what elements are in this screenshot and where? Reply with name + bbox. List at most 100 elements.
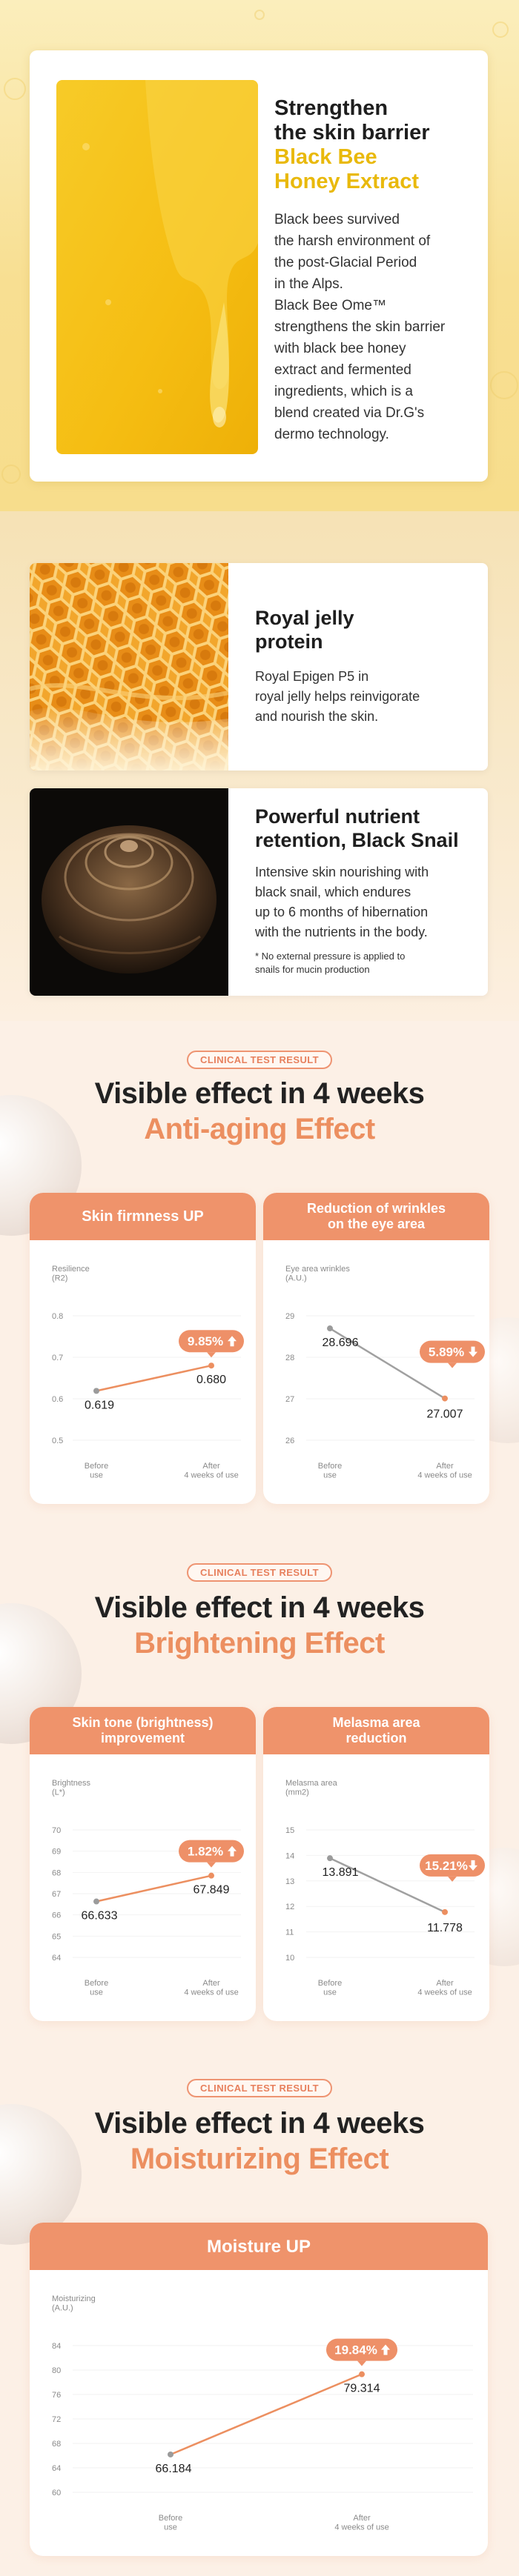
data-label: 13.891	[323, 1866, 359, 1879]
clinical-badge: CLINICAL TEST RESULT	[187, 2079, 332, 2097]
change-pill-pointer	[357, 2360, 366, 2366]
data-point-before	[168, 2451, 173, 2457]
y-axis-label: Moisturizing (A.U.)	[52, 2294, 96, 2313]
y-tick-label: 26	[285, 1437, 294, 1445]
ingredients-section: Royal jelly protein Royal Epigen P5 in r…	[0, 511, 519, 1021]
chart-title: Moisture UP	[30, 2223, 488, 2270]
clinical-badge: CLINICAL TEST RESULT	[187, 1051, 332, 1069]
honey-section: Strengthen the skin barrier Black Bee Ho…	[0, 0, 519, 511]
arrow-up-icon	[381, 2344, 390, 2355]
x-tick-label: Before use	[85, 1979, 108, 1997]
royal-jelly-card: Royal jelly protein Royal Epigen P5 in r…	[30, 563, 488, 771]
black-snail-note: * No external pressure is applied to sna…	[255, 951, 406, 975]
y-axis-label: Eye area wrinkles (A.U.)	[285, 1265, 350, 1283]
section-title: Visible effect in 4 weeks	[94, 2107, 425, 2140]
data-point-after	[208, 1872, 214, 1879]
chart-skin-tone: Brightness (L*) 70 69 68 67 66 65 64 Before use Aft…	[52, 1779, 244, 1997]
change-pill-pointer	[207, 1352, 216, 1358]
y-tick-label: 0.7	[52, 1354, 63, 1362]
y-tick-label: 29	[285, 1312, 294, 1321]
change-label: 5.89%	[429, 1345, 464, 1359]
badge-wrap: CLINICAL TEST RESULT	[0, 2079, 519, 2097]
x-tick-label: Before use	[318, 1979, 342, 1997]
y-axis-label: Brightness (L*)	[52, 1779, 90, 1797]
data-label: 66.184	[156, 2463, 192, 2475]
data-point-before	[327, 1855, 333, 1862]
section-subtitle: Anti-aging Effect	[144, 1113, 375, 1145]
y-tick-label: 28	[285, 1354, 294, 1362]
change-label: 1.82%	[188, 1845, 223, 1859]
data-point-before	[93, 1388, 99, 1394]
change-pill	[420, 1340, 485, 1363]
data-label: 0.619	[85, 1399, 114, 1411]
data-point-before	[93, 1898, 99, 1905]
change-pill	[326, 2338, 397, 2361]
change-label: 9.85%	[188, 1334, 223, 1348]
x-tick-label: Before use	[85, 1462, 108, 1480]
data-label: 66.633	[82, 1910, 118, 1923]
series-line	[96, 1364, 212, 1392]
y-tick-label: 76	[52, 2391, 61, 2400]
black-snail-description: Intensive skin nourishing with black sna…	[255, 865, 429, 939]
y-tick-label: 13	[285, 1877, 294, 1886]
chart-card-skin-tone: Skin tone (brightness) improvement Brigh…	[30, 1707, 256, 2021]
x-tick-label: After 4 weeks of use	[184, 1462, 238, 1480]
y-tick-label: 11	[285, 1928, 294, 1937]
change-pill	[420, 1854, 485, 1877]
royal-jelly-description: Royal Epigen P5 in royal jelly helps rei…	[255, 669, 420, 724]
honey-title: Strengthen the skin barrier	[274, 96, 430, 144]
y-tick-label: 66	[52, 1911, 61, 1920]
x-tick-label: Before use	[159, 2514, 182, 2532]
y-tick-label: 0.5	[52, 1437, 63, 1445]
chart-card-skin-firmness: Skin firmness UP Resilience (R2) 0.8 0.7 0.6…	[30, 1193, 256, 1504]
honeycomb-image	[30, 563, 229, 771]
data-label: 79.314	[344, 2383, 380, 2395]
y-axis-label: Melasma area (mm2)	[285, 1779, 338, 1797]
y-tick-label: 69	[52, 1848, 61, 1857]
chart-card-melasma: Melasma area reduction Melasma area (mm2)…	[263, 1707, 489, 2021]
change-label: 15.21%	[425, 1859, 468, 1873]
y-tick-label: 68	[52, 1868, 61, 1877]
clinical-badge: CLINICAL TEST RESULT	[187, 1563, 332, 1582]
change-pill-pointer	[448, 1362, 457, 1368]
y-tick-label: 64	[52, 2464, 61, 2473]
data-label: 67.849	[194, 1884, 230, 1897]
chart-title: Melasma area reduction	[263, 1707, 489, 1754]
data-point-after	[442, 1908, 448, 1915]
chart-skin-firmness: Resilience (R2) 0.8 0.7 0.6 0.5 Before use After…	[52, 1265, 244, 1480]
x-tick-label: After 4 weeks of use	[184, 1979, 238, 1997]
y-tick-label: 70	[52, 1826, 61, 1835]
y-tick-label: 14	[285, 1851, 294, 1860]
chart-eye-wrinkles: Eye area wrinkles (A.U.) 29 28 27 26 Before use…	[285, 1265, 485, 1480]
badge-wrap: CLINICAL TEST RESULT	[0, 1563, 519, 1582]
y-tick-label: 72	[52, 2415, 61, 2424]
honey-subtitle: Black Bee Honey Extract	[274, 145, 420, 193]
data-label: 0.680	[196, 1374, 226, 1386]
y-tick-label: 0.8	[52, 1312, 63, 1321]
chart-title: Skin firmness UP	[30, 1193, 256, 1240]
black-snail-card: Powerful nutrient retention, Black Snail…	[30, 788, 488, 996]
y-tick-label: 60	[52, 2489, 61, 2497]
black-snail-title: Powerful nutrient retention, Black Snail	[255, 805, 459, 851]
series-line	[170, 2373, 363, 2456]
data-point-after	[208, 1362, 214, 1369]
x-tick-label: After 4 weeks of use	[417, 1979, 472, 1997]
change-pill	[179, 1840, 244, 1863]
snail-shell-image	[30, 788, 228, 996]
royal-jelly-title: Royal jelly protein	[255, 607, 354, 653]
y-tick-label: 27	[285, 1395, 294, 1404]
change-pill-pointer	[448, 1876, 457, 1882]
royal-jelly-text: Royal jelly protein Royal Epigen P5 in r…	[255, 606, 477, 727]
brightening-section: CLINICAL TEST RESULT Visible effect in 4…	[0, 1537, 519, 2052]
data-point-after	[359, 2371, 365, 2377]
chart-card-moisture: Moisture UP Moisturizing (A.U.) 84 80 76 72 68…	[30, 2223, 488, 2556]
arrow-up-icon	[228, 1336, 237, 1347]
series-line	[329, 1857, 446, 1913]
anti-aging-section: CLINICAL TEST RESULT Visible effect in 4…	[0, 1021, 519, 1537]
section-title: Visible effect in 4 weeks	[94, 1591, 425, 1624]
honey-bubbles-decoration	[1, 10, 518, 484]
black-snail-text: Powerful nutrient retention, Black Snail…	[255, 805, 477, 976]
moisturizing-section: CLINICAL TEST RESULT Visible effect in 4…	[0, 2052, 519, 2576]
data-label: 27.007	[427, 1408, 463, 1421]
honey-text-block: Strengthen the skin barrier Black Bee Ho…	[274, 96, 476, 445]
